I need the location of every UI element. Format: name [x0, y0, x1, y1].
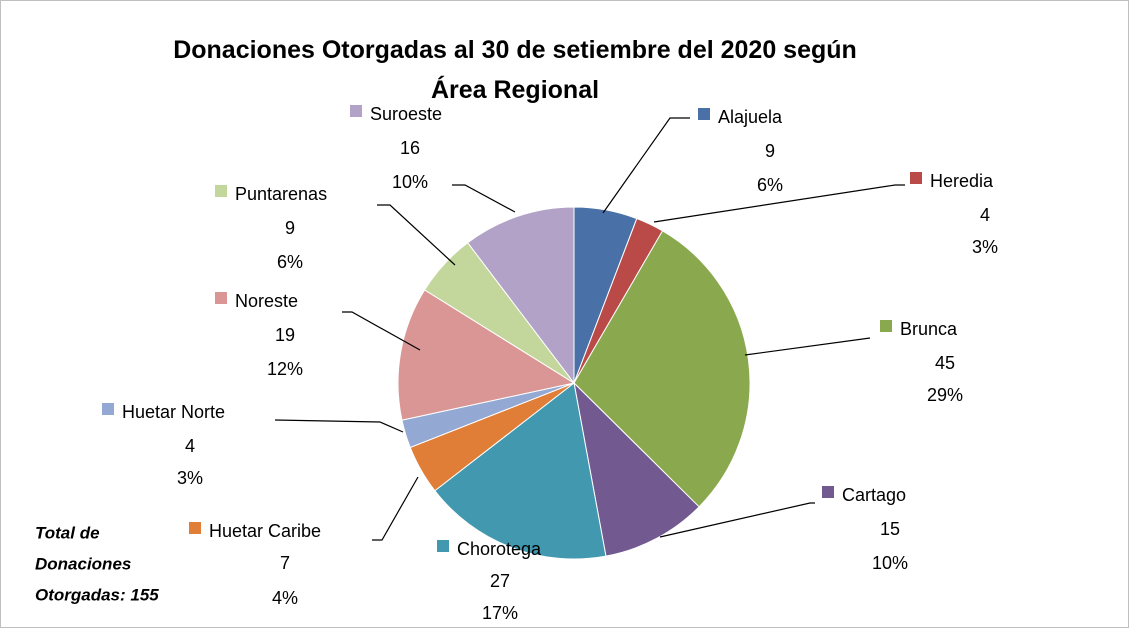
leader-line [602, 117, 690, 214]
category-label: Brunca [900, 319, 958, 339]
category-label: Cartago [842, 485, 906, 505]
leader-line [377, 204, 456, 266]
legend-swatch [350, 105, 362, 117]
category-label: Alajuela [718, 107, 783, 127]
value-label: 7 [280, 553, 290, 573]
percent-label: 29% [927, 385, 963, 405]
leader-line [653, 184, 905, 223]
category-label: Huetar Norte [122, 402, 225, 422]
annotation: Donaciones [35, 554, 131, 573]
category-label: Huetar Caribe [209, 521, 321, 541]
percent-label: 3% [972, 237, 998, 257]
legend-swatch [215, 185, 227, 197]
category-label: Chorotega [457, 539, 542, 559]
value-label: 19 [275, 325, 295, 345]
percent-label: 12% [267, 359, 303, 379]
leader-line [659, 502, 815, 538]
legend-swatch [215, 292, 227, 304]
value-label: 4 [185, 436, 195, 456]
leader-line [342, 311, 421, 351]
category-label: Suroeste [370, 104, 442, 124]
category-label: Puntarenas [235, 184, 327, 204]
value-label: 15 [880, 519, 900, 539]
value-label: 16 [400, 138, 420, 158]
pie-slice [573, 230, 751, 508]
annotation: Total de [35, 523, 100, 542]
legend-swatch [437, 540, 449, 552]
value-label: 4 [980, 205, 990, 225]
value-label: 9 [765, 141, 775, 161]
legend-swatch [698, 108, 710, 120]
pie-slice [573, 381, 700, 557]
legend-swatch [880, 320, 892, 332]
leader-line [274, 419, 404, 433]
chart-title: Donaciones Otorgadas al 30 de setiembre … [173, 36, 857, 104]
legend-swatch [102, 403, 114, 415]
leader-line [744, 337, 871, 356]
legend-swatch [822, 486, 834, 498]
value-label: 27 [490, 571, 510, 591]
legend-swatch [910, 172, 922, 184]
pie-slice [466, 206, 575, 385]
pie-slice [397, 289, 576, 421]
percent-label: 4% [272, 588, 298, 608]
category-label: Heredia [930, 171, 994, 191]
category-label: Noreste [235, 291, 298, 311]
percent-label: 6% [277, 252, 303, 272]
value-label: 45 [935, 353, 955, 373]
leader-line [452, 184, 516, 213]
legend-swatch [189, 522, 201, 534]
percent-label: 17% [482, 603, 518, 623]
annotation: Otorgadas: 155 [35, 585, 159, 604]
pie-slice [434, 382, 607, 560]
percent-label: 6% [757, 175, 783, 195]
percent-label: 3% [177, 468, 203, 488]
percent-label: 10% [392, 172, 428, 192]
leader-line [372, 476, 419, 541]
percent-label: 10% [872, 553, 908, 573]
value-label: 9 [285, 218, 295, 238]
